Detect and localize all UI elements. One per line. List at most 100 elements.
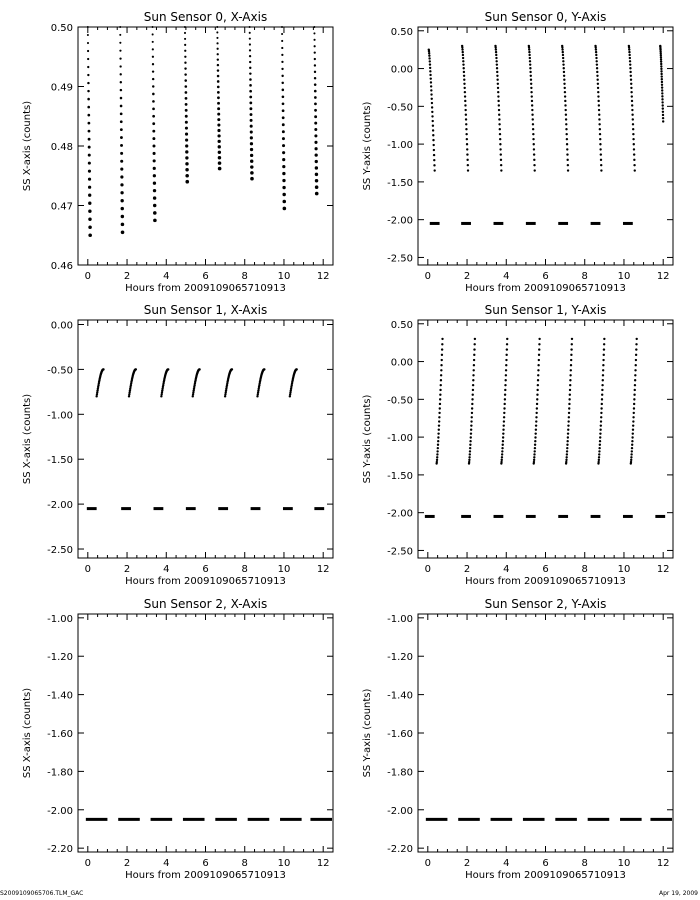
data-point xyxy=(661,95,664,98)
data-point xyxy=(87,153,91,157)
data-point xyxy=(504,388,507,392)
data-point xyxy=(185,144,189,148)
data-point xyxy=(470,420,473,423)
data-point xyxy=(598,127,602,131)
data-point xyxy=(249,66,252,70)
y-tick-label: 0.00 xyxy=(51,320,73,331)
data-point xyxy=(439,379,443,382)
data-point xyxy=(120,151,124,155)
data-point xyxy=(500,456,504,459)
data-point xyxy=(562,63,565,66)
data-point xyxy=(634,369,637,372)
data-point xyxy=(597,456,601,459)
data-point xyxy=(313,64,317,67)
data-point xyxy=(501,436,505,439)
data-point xyxy=(151,70,155,73)
data-point xyxy=(152,114,155,118)
data-point xyxy=(464,104,467,107)
data-point xyxy=(87,113,91,117)
data-point xyxy=(497,90,500,94)
data-point xyxy=(427,52,431,55)
data-point xyxy=(152,122,156,126)
data-point xyxy=(594,46,597,49)
chart-title: Sun Sensor 1, X-Axis xyxy=(144,303,267,317)
data-point xyxy=(249,107,253,111)
data-point xyxy=(660,70,663,73)
data-point xyxy=(536,388,539,392)
x-tick-label: 8 xyxy=(582,858,588,869)
data-point xyxy=(595,60,598,63)
data-point xyxy=(257,385,261,389)
data-point xyxy=(313,45,316,48)
data-point xyxy=(473,337,477,341)
y-axis-label: SS X-axis (counts) xyxy=(22,394,33,484)
data-point xyxy=(503,402,506,406)
data-point xyxy=(464,113,468,116)
data-point xyxy=(471,388,475,392)
y-tick-label: -2.00 xyxy=(47,500,73,511)
data-point xyxy=(568,407,571,410)
data-point xyxy=(249,147,254,152)
data-point xyxy=(436,450,439,453)
data-point xyxy=(153,211,157,215)
data-point xyxy=(185,156,189,160)
data-point xyxy=(538,343,541,346)
data-point xyxy=(633,158,636,162)
chart-title: Sun Sensor 0, Y-Axis xyxy=(485,10,607,24)
data-point xyxy=(96,389,99,392)
data-point xyxy=(598,450,601,453)
data-point xyxy=(288,395,292,398)
data-point xyxy=(313,89,317,93)
data-point xyxy=(631,443,634,446)
series-0 xyxy=(95,368,298,398)
data-point xyxy=(249,84,252,87)
data-point xyxy=(185,168,189,172)
data-point xyxy=(599,436,602,439)
data-point xyxy=(530,90,533,94)
data-point xyxy=(437,436,440,439)
data-point xyxy=(602,358,605,362)
data-point xyxy=(504,374,508,377)
data-point xyxy=(167,368,170,371)
data-point xyxy=(598,118,601,121)
data-point xyxy=(217,161,222,165)
data-point xyxy=(537,358,541,362)
data-point xyxy=(631,123,635,126)
data-point xyxy=(601,388,604,392)
data-point xyxy=(314,166,319,170)
data-point xyxy=(499,158,503,162)
data-point xyxy=(536,379,540,382)
data-point xyxy=(152,144,156,148)
data-point xyxy=(536,393,539,396)
data-point xyxy=(596,74,599,77)
x-tick-label: 2 xyxy=(124,564,130,575)
y-tick-label: -1.00 xyxy=(47,410,73,421)
data-point xyxy=(466,158,469,162)
data-point xyxy=(601,379,604,382)
data-point xyxy=(191,395,194,398)
data-point xyxy=(629,70,632,74)
data-point xyxy=(661,89,664,92)
data-point xyxy=(565,450,569,453)
data-point xyxy=(563,95,567,98)
data-point xyxy=(152,92,155,96)
x-tick-label: 0 xyxy=(85,564,91,575)
data-point xyxy=(461,46,464,49)
data-point xyxy=(500,453,504,456)
data-point xyxy=(567,424,570,427)
data-point xyxy=(282,178,286,183)
data-point xyxy=(561,48,564,51)
data-point xyxy=(87,161,91,165)
data-point xyxy=(498,123,501,126)
data-point xyxy=(216,42,219,45)
data-point xyxy=(564,99,567,103)
data-point xyxy=(256,393,259,396)
data-point xyxy=(184,91,188,94)
data-point xyxy=(429,70,432,73)
y-tick-label: -1.50 xyxy=(387,178,413,189)
data-point xyxy=(88,201,92,205)
data-point xyxy=(432,148,436,152)
x-axis-label: Hours from 2009109065710913 xyxy=(465,870,626,881)
data-point xyxy=(470,407,474,410)
data-point xyxy=(468,456,471,459)
